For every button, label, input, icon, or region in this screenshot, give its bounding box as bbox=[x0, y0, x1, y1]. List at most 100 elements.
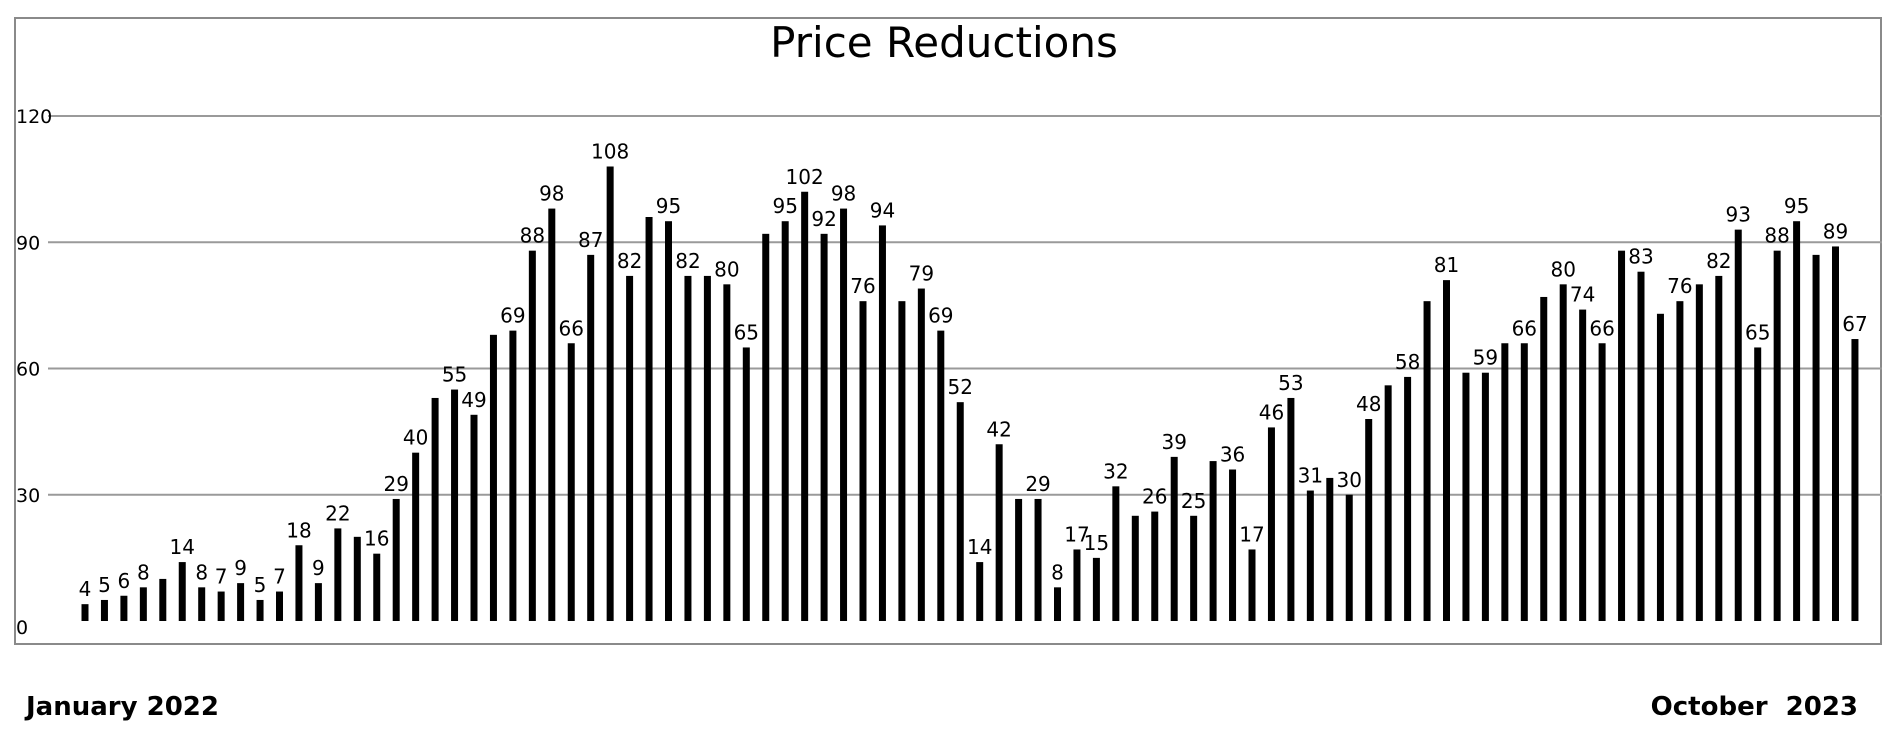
bar bbox=[956, 402, 964, 621]
y-tick-label: 90 bbox=[16, 232, 40, 254]
data-label: 102 bbox=[786, 165, 824, 189]
data-label: 76 bbox=[1667, 274, 1692, 298]
data-label: 69 bbox=[928, 304, 953, 328]
bar bbox=[1754, 347, 1762, 621]
bar bbox=[1462, 372, 1470, 621]
data-label: 87 bbox=[578, 228, 603, 252]
bar bbox=[1170, 456, 1178, 621]
data-label: 8 bbox=[1051, 560, 1064, 584]
data-label: 65 bbox=[734, 320, 759, 344]
data-label: 6 bbox=[118, 569, 131, 593]
y-axis-ticks: 0 30 60 90 120 bbox=[16, 106, 52, 639]
bar bbox=[1248, 549, 1256, 621]
data-label: 7 bbox=[215, 565, 228, 589]
bar bbox=[120, 595, 128, 621]
bars bbox=[81, 166, 1859, 622]
data-label: 36 bbox=[1220, 443, 1245, 467]
bar bbox=[489, 334, 497, 621]
bar bbox=[1832, 246, 1839, 622]
bar bbox=[587, 254, 595, 621]
bar bbox=[314, 583, 322, 621]
bar bbox=[820, 233, 828, 622]
bar bbox=[1695, 284, 1703, 621]
data-label: 14 bbox=[170, 535, 195, 559]
data-label: 39 bbox=[1161, 430, 1186, 454]
y-tick-label: 30 bbox=[16, 485, 40, 507]
data-label: 46 bbox=[1259, 400, 1284, 424]
data-label: 30 bbox=[1337, 468, 1362, 492]
bar bbox=[548, 208, 556, 622]
bar bbox=[256, 599, 264, 621]
bar bbox=[159, 578, 167, 621]
bar bbox=[392, 498, 400, 621]
data-label: 17 bbox=[1064, 522, 1089, 546]
bar bbox=[1443, 280, 1450, 621]
data-label: 31 bbox=[1298, 464, 1323, 488]
bar bbox=[237, 583, 245, 621]
bar bbox=[1618, 250, 1626, 621]
bar bbox=[703, 275, 711, 621]
bar bbox=[217, 591, 225, 621]
chart-frame bbox=[14, 17, 1882, 645]
bar bbox=[626, 275, 634, 621]
data-label: 79 bbox=[909, 262, 934, 286]
bar bbox=[1015, 498, 1023, 621]
bar bbox=[139, 587, 147, 621]
data-label: 49 bbox=[461, 388, 486, 412]
data-label: 66 bbox=[559, 316, 584, 340]
data-label: 95 bbox=[656, 194, 681, 218]
data-label: 80 bbox=[1550, 257, 1575, 281]
data-label: 66 bbox=[1589, 316, 1614, 340]
data-label: 88 bbox=[1764, 224, 1789, 248]
data-label: 16 bbox=[364, 527, 389, 551]
data-label: 15 bbox=[1084, 531, 1109, 555]
data-label: 65 bbox=[1745, 320, 1770, 344]
data-label: 48 bbox=[1356, 392, 1381, 416]
bar bbox=[859, 301, 867, 621]
bar bbox=[1676, 301, 1684, 621]
bar bbox=[334, 528, 342, 621]
bar bbox=[1345, 494, 1353, 621]
bar bbox=[645, 217, 653, 621]
bar bbox=[1306, 490, 1314, 621]
bar bbox=[1423, 301, 1431, 621]
data-label: 95 bbox=[772, 194, 797, 218]
data-label: 55 bbox=[442, 363, 467, 387]
bar bbox=[178, 562, 186, 621]
data-label: 25 bbox=[1181, 489, 1206, 513]
bar bbox=[1034, 498, 1042, 621]
data-label: 29 bbox=[383, 472, 408, 496]
bar bbox=[1073, 549, 1081, 621]
data-label: 17 bbox=[1239, 522, 1264, 546]
data-label: 69 bbox=[500, 304, 525, 328]
bar bbox=[781, 221, 789, 622]
bar bbox=[1812, 254, 1820, 621]
bar bbox=[1092, 557, 1100, 621]
data-label: 32 bbox=[1103, 459, 1128, 483]
bar bbox=[1637, 271, 1645, 621]
data-label: 67 bbox=[1842, 312, 1867, 336]
data-label: 82 bbox=[675, 249, 700, 273]
bar bbox=[1326, 477, 1334, 621]
data-label: 53 bbox=[1278, 371, 1303, 395]
gridlines bbox=[48, 115, 1882, 496]
bar bbox=[1520, 343, 1528, 621]
data-label: 26 bbox=[1142, 485, 1167, 509]
data-label: 108 bbox=[591, 140, 629, 164]
bar bbox=[81, 604, 89, 621]
bar bbox=[684, 275, 692, 621]
data-label: 7 bbox=[273, 565, 286, 589]
bar bbox=[1793, 221, 1801, 622]
data-label: 89 bbox=[1823, 219, 1848, 243]
bar bbox=[1287, 397, 1295, 621]
data-label: 5 bbox=[98, 573, 111, 597]
bar bbox=[1151, 511, 1159, 621]
bar bbox=[1851, 339, 1859, 621]
bar bbox=[295, 545, 303, 621]
data-label: 9 bbox=[234, 556, 247, 580]
data-label: 9 bbox=[312, 556, 325, 580]
data-label: 29 bbox=[1025, 472, 1050, 496]
bar bbox=[840, 208, 848, 622]
